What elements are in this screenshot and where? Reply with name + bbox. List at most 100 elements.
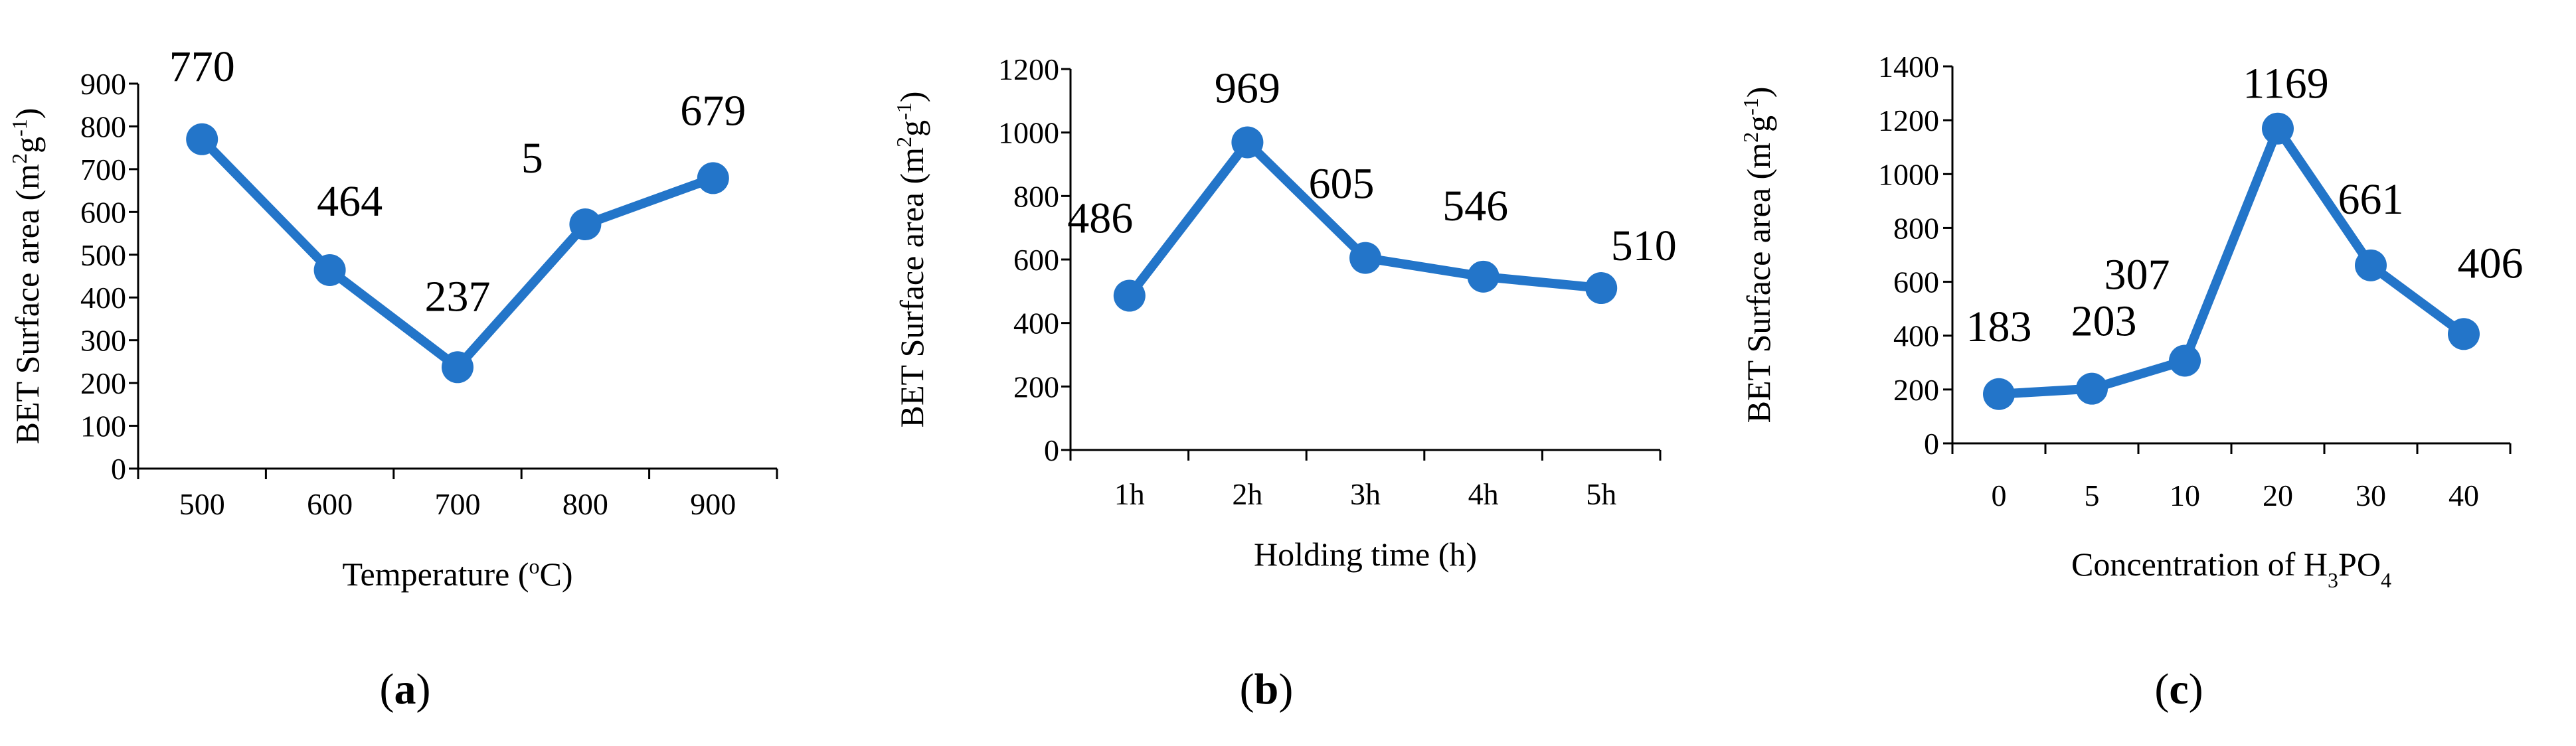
y-tick-label: 1000 xyxy=(1878,157,1939,191)
y-tick-label: 1200 xyxy=(1878,104,1939,137)
data-label: 969 xyxy=(1215,64,1280,112)
panel-label: (a) xyxy=(380,665,431,713)
y-axis-title-sup: -1 xyxy=(892,102,916,120)
x-tick-label: 500 xyxy=(179,487,225,521)
panel-label-letter: c xyxy=(2169,665,2188,713)
data-label: 486 xyxy=(1067,194,1133,243)
y-tick-label: 200 xyxy=(1893,373,1939,407)
chart-panel-b: 0 200 400 600 800 1000 1200 1h 2h 3h 4h 5h 486 969 605… xyxy=(892,52,1677,713)
x-axis-title: Concentration of H3PO4 xyxy=(2071,546,2391,592)
y-tick-label: 300 xyxy=(80,324,126,358)
y-axis-title-text: BET Surface area (m xyxy=(893,147,930,428)
y-tick-label: 600 xyxy=(80,195,126,229)
y-axis-title: BET Surface area (m2g-1) xyxy=(7,108,46,445)
y-tick-label: 700 xyxy=(80,153,126,186)
x-axis-title-text: Temperature ( xyxy=(342,556,529,593)
data-point xyxy=(1585,272,1618,305)
x-tick-label: 3h xyxy=(1350,477,1381,511)
data-label: 605 xyxy=(1309,160,1375,208)
data-point xyxy=(313,254,346,286)
x-axis-title-text: C) xyxy=(540,556,573,593)
x-axis-title-sub: 3 xyxy=(2328,568,2338,592)
x-axis-title: Holding time (h) xyxy=(1254,536,1477,573)
data-label: 183 xyxy=(1966,303,2032,351)
data-point xyxy=(1467,260,1500,293)
y-tick-label: 600 xyxy=(1013,243,1059,277)
data-label: 679 xyxy=(680,86,746,135)
data-point xyxy=(186,123,218,155)
panel-label-paren: ( xyxy=(1240,665,1254,713)
y-tick-label: 200 xyxy=(1013,370,1059,404)
data-label: 307 xyxy=(2104,250,2170,299)
x-tick-label: 5 xyxy=(2085,479,2100,512)
y-axis-title-text: BET Surface area (m xyxy=(1740,143,1777,423)
data-label: 770 xyxy=(169,42,235,91)
y-tick-label: 400 xyxy=(80,281,126,315)
x-tick-label: 40 xyxy=(2448,479,2479,512)
y-tick-label: 200 xyxy=(80,366,126,400)
panel-label: (c) xyxy=(2154,665,2203,713)
y-tick-label: 900 xyxy=(80,67,126,101)
y-axis-title-sup: 2 xyxy=(892,137,916,147)
panel-label-paren: ) xyxy=(416,665,431,713)
panel-label-letter: b xyxy=(1254,665,1279,713)
y-axis-title-sup: -1 xyxy=(1739,98,1762,115)
y-tick-label: 800 xyxy=(1013,179,1059,213)
y-tick-label: 800 xyxy=(1893,211,1939,245)
panel-label: (b) xyxy=(1240,665,1294,713)
y-axis-title-text: ) xyxy=(893,92,930,103)
series-line xyxy=(1994,123,2468,399)
data-label: 203 xyxy=(2071,297,2137,346)
x-tick-label: 20 xyxy=(2263,479,2293,512)
data-label: 546 xyxy=(1442,182,1508,230)
panel-label-paren: ( xyxy=(2154,665,2169,713)
y-tick-label: 1000 xyxy=(998,116,1059,150)
y-tick-label: 600 xyxy=(1893,265,1939,299)
data-label: 1169 xyxy=(2243,60,2329,108)
x-tick-label: 700 xyxy=(435,487,481,521)
data-label: 406 xyxy=(2458,239,2524,287)
y-axis-title-text: g xyxy=(9,137,46,153)
y-tick-label: 0 xyxy=(111,452,126,486)
data-point xyxy=(1113,279,1146,312)
data-point xyxy=(2448,318,2480,350)
y-axis-title-text: ) xyxy=(1740,87,1777,98)
y-tick-label: 100 xyxy=(80,410,126,443)
x-tick-label: 0 xyxy=(1992,479,2007,512)
chart-panel-a: 0 100 200 300 400 500 600 700 800 900 500 600 700 800… xyxy=(7,42,778,713)
panel-label-paren: ( xyxy=(380,665,394,713)
y-axis-title-text: g xyxy=(893,120,930,137)
x-axis-title-sub: 4 xyxy=(2381,568,2391,592)
x-tick-label: 800 xyxy=(562,487,608,521)
y-tick-label: 0 xyxy=(1044,433,1059,467)
y-tick-label: 400 xyxy=(1013,307,1059,340)
x-tick-label: 4h xyxy=(1468,477,1499,511)
series-line xyxy=(197,134,718,372)
x-tick-label: 900 xyxy=(690,487,736,521)
data-point xyxy=(2076,372,2108,405)
data-point xyxy=(697,162,729,194)
y-tick-label: 1400 xyxy=(1878,50,1939,84)
x-tick-label: 30 xyxy=(2356,479,2386,512)
y-tick-label: 800 xyxy=(80,110,126,143)
x-tick-label: 1h xyxy=(1114,477,1145,511)
panel-label-paren: ) xyxy=(2189,665,2203,713)
data-label: 464 xyxy=(317,177,383,226)
x-tick-label: 2h xyxy=(1232,477,1262,511)
y-axis-title-sup: -1 xyxy=(7,119,31,137)
y-tick-label: 0 xyxy=(1924,427,1939,461)
data-point xyxy=(569,208,602,241)
y-axis-title-text: g xyxy=(1740,115,1777,132)
data-label: 5 xyxy=(521,134,543,183)
data-point xyxy=(1231,126,1264,159)
x-axis-title-sup: o xyxy=(529,554,540,578)
data-point xyxy=(2355,249,2387,281)
x-axis-title: Temperature (oC) xyxy=(342,554,572,593)
data-point xyxy=(1983,378,2015,410)
y-tick-label: 500 xyxy=(80,238,126,272)
y-axis-title-text: BET Surface area (m xyxy=(9,164,46,445)
y-axis-title-text: ) xyxy=(9,108,46,119)
x-tick-label: 10 xyxy=(2170,479,2200,512)
y-axis-title: BET Surface area (m2g-1) xyxy=(1739,87,1777,423)
